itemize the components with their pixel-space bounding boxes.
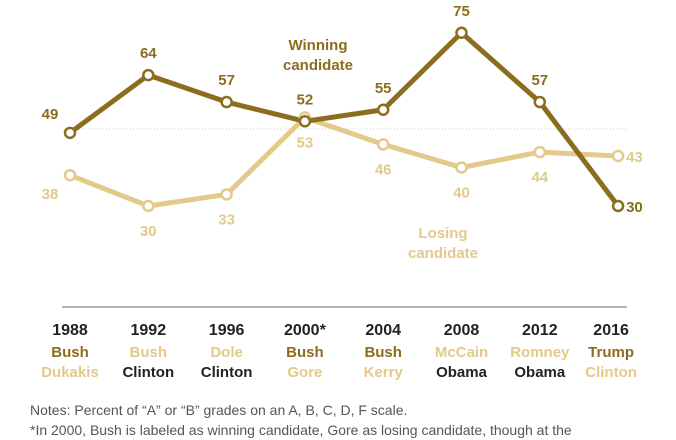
top-candidate-label-3: Bush	[286, 344, 324, 361]
losing-point-5	[455, 161, 468, 174]
winning-point-0	[63, 126, 77, 140]
winning-label-1: 64	[140, 45, 157, 62]
year-label-5: 2008	[444, 322, 480, 339]
winning-label-7: 30	[626, 199, 643, 216]
bottom-candidate-label-1: Clinton	[122, 364, 174, 381]
winning-point-4	[376, 103, 390, 116]
losing-label-1: 30	[140, 223, 157, 240]
winning-point-6	[533, 95, 547, 109]
year-label-6: 2012	[522, 322, 558, 339]
winning-series-label-line2: candidate	[283, 57, 353, 74]
losing-series-label-line1: Losing	[418, 225, 467, 242]
losing-label-5: 40	[453, 185, 470, 202]
losing-label-3: 53	[297, 134, 314, 151]
winning-series-line	[67, 30, 621, 209]
winning-label-5: 75	[453, 3, 470, 20]
losing-label-4: 46	[375, 161, 392, 178]
bottom-candidate-label-5: Obama	[436, 364, 488, 381]
top-candidate-label-6: Romney	[510, 344, 570, 361]
top-candidate-label-5: McCain	[435, 344, 488, 361]
losing-label-2: 33	[218, 211, 235, 228]
bottom-candidate-label-4: Kerry	[364, 364, 404, 381]
bottom-candidate-label-6: Obama	[514, 364, 566, 381]
top-candidate-label-0: Bush	[51, 344, 89, 361]
bottom-candidate-label-7: Clinton	[585, 364, 637, 381]
winning-label-4: 55	[375, 80, 392, 97]
losing-point-4	[376, 138, 390, 151]
losing-point-7	[611, 149, 625, 163]
winning-point-5	[455, 26, 468, 39]
losing-series-line	[67, 114, 621, 209]
top-candidate-label-4: Bush	[364, 344, 402, 361]
losing-label-7: 43	[626, 149, 643, 166]
losing-point-0	[63, 168, 77, 182]
losing-label-6: 44	[531, 169, 548, 186]
losing-series-label-line2: candidate	[408, 245, 478, 262]
winning-point-1	[142, 68, 155, 82]
notes-line-1: Notes: Percent of “A” or “B” grades on a…	[30, 402, 408, 418]
losing-label-0: 38	[42, 186, 59, 203]
winning-point-2	[220, 95, 233, 109]
winning-label-0: 49	[42, 106, 59, 123]
year-label-2: 1996	[209, 322, 245, 339]
losing-point-2	[220, 188, 233, 201]
top-candidate-label-7: Trump	[588, 344, 634, 361]
year-label-1: 1992	[131, 322, 167, 339]
year-label-0: 1988	[52, 322, 88, 339]
winning-label-2: 57	[218, 72, 235, 89]
bottom-candidate-label-0: Dukakis	[41, 364, 99, 381]
winning-label-6: 57	[531, 72, 548, 89]
top-candidate-label-1: Bush	[130, 344, 168, 361]
chart-notes: Notes: Percent of “A” or “B” grades on a…	[30, 400, 670, 440]
top-candidate-label-2: Dole	[210, 344, 243, 361]
year-label-7: 2016	[593, 322, 629, 339]
year-label-3: 2000*	[284, 322, 327, 339]
bottom-candidate-label-3: Gore	[287, 364, 322, 381]
winning-point-7	[611, 199, 625, 213]
winning-label-3: 52	[297, 91, 314, 108]
winning-series-label-line1: Winning	[288, 37, 347, 54]
losing-point-1	[142, 199, 155, 213]
bottom-candidate-label-2: Clinton	[201, 364, 253, 381]
year-label-4: 2004	[365, 322, 401, 339]
notes-line-2: *In 2000, Bush is labeled as winning can…	[30, 422, 572, 438]
line-chart: 49 64 57 52 55 75 57 30 38 30 33 53 46 40 44 43 Winning c…	[41, 3, 643, 381]
winning-point-3	[298, 115, 312, 128]
losing-point-6	[533, 145, 547, 159]
